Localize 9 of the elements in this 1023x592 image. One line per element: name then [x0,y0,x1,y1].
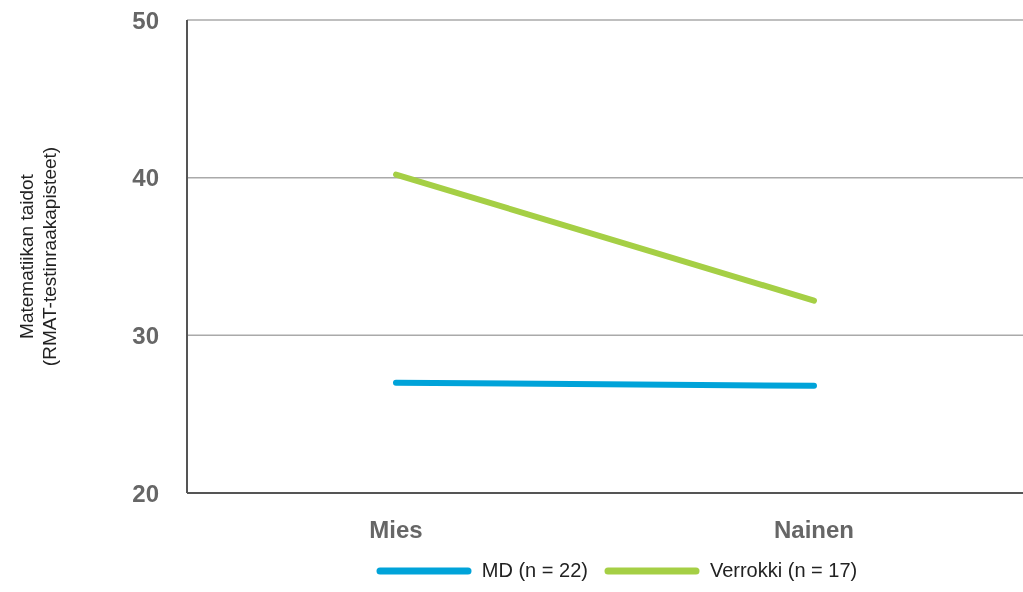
y-axis-title: Matematiikan taidot (RMAT-testinraakapisteet) [16,146,60,367]
y-tick-label: 30 [132,321,159,349]
legend-label: MD (n = 22) [481,559,588,582]
legend-label: Verrokki (n = 17) [709,559,858,582]
x-tick-label: Nainen [773,516,855,544]
x-tick-label: Mies [369,516,423,544]
y-tick-label: 40 [132,164,159,192]
y-tick-label: 50 [132,6,159,34]
y-tick-label: 20 [132,479,159,507]
